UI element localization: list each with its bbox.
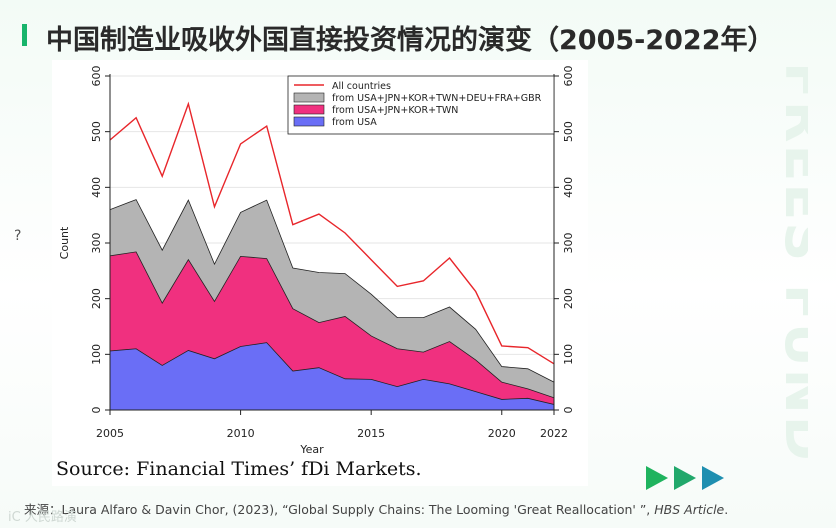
legend-swatch-area bbox=[293, 104, 325, 115]
footer-citation: 来源：Laura Alfaro & Davin Chor, (2023), “G… bbox=[24, 499, 728, 518]
question-mark: ? bbox=[14, 228, 22, 244]
x-axis-label: Year bbox=[299, 443, 324, 456]
y-axis-label: Count bbox=[58, 226, 71, 259]
chart: 0 0 100 100 200 200 300 300 400 400 500 500 600 600 20… bbox=[58, 66, 575, 457]
y-tick-label-left: 500 bbox=[90, 121, 103, 142]
x-tick-label: 2010 bbox=[227, 427, 255, 440]
legend-label: All countries bbox=[332, 81, 391, 92]
y-tick-label-left: 600 bbox=[90, 66, 103, 87]
arrow-icon-3 bbox=[702, 466, 724, 490]
line-layer bbox=[109, 101, 555, 365]
area-layer bbox=[109, 199, 555, 411]
y-tick-label-left: 300 bbox=[90, 233, 103, 254]
legend-label: from USA+JPN+KOR+TWN+DEU+FRA+GBR bbox=[332, 93, 542, 104]
arrow-icon-1 bbox=[646, 466, 668, 490]
arrow-icon-2 bbox=[674, 466, 696, 490]
legend-label: from USA+JPN+KOR+TWN bbox=[332, 105, 458, 116]
axis-layer: 0 0 100 100 200 200 300 300 400 400 500 500 600 600 20… bbox=[58, 66, 575, 457]
line-series-all-countries bbox=[109, 101, 555, 365]
watermark-text: FREES FUND bbox=[773, 62, 808, 463]
legend-label: from USA bbox=[332, 117, 377, 128]
x-tick-label: 2022 bbox=[540, 427, 568, 440]
next-arrows bbox=[646, 466, 724, 490]
y-tick-label-right: 400 bbox=[562, 177, 575, 198]
legend-swatch-area bbox=[293, 92, 325, 103]
y-tick-label-right: 0 bbox=[562, 407, 575, 414]
footer-journal: HBS Article bbox=[654, 502, 725, 517]
page-title: 中国制造业吸收外国直接投资情况的演变（2005-2022年） bbox=[46, 25, 775, 56]
y-tick-label-right: 100 bbox=[562, 344, 575, 365]
y-tick-label-right: 300 bbox=[562, 233, 575, 254]
legend-box bbox=[287, 75, 555, 135]
footer-end: . bbox=[724, 502, 729, 517]
y-tick-label-left: 100 bbox=[90, 344, 103, 365]
watermark: FREES FUND bbox=[773, 62, 808, 463]
chart-panel: 0 0 100 100 200 200 300 300 400 400 500 500 600 600 20… bbox=[52, 60, 588, 486]
footer-logo: iC 人民路演 bbox=[8, 510, 77, 525]
x-tick-label: 2020 bbox=[488, 427, 516, 440]
chart-source-note: Source: Financial Times’ fDi Markets. bbox=[56, 458, 422, 480]
title-accent-bar bbox=[22, 24, 27, 46]
x-tick-label: 2015 bbox=[357, 427, 385, 440]
y-tick-label-right: 200 bbox=[562, 288, 575, 309]
y-tick-label-right: 500 bbox=[562, 121, 575, 142]
y-tick-label-left: 200 bbox=[90, 288, 103, 309]
footer-prefix: 来源： bbox=[24, 502, 62, 517]
legend-swatch-area bbox=[293, 116, 325, 127]
footer-citation-text: Laura Alfaro & Davin Chor, (2023), “Glob… bbox=[61, 502, 651, 517]
y-tick-label-left: 0 bbox=[90, 407, 103, 414]
y-tick-label-right: 600 bbox=[562, 66, 575, 87]
x-tick-label: 2005 bbox=[96, 427, 124, 440]
area-series-3 bbox=[109, 342, 555, 411]
y-tick-label-left: 400 bbox=[90, 177, 103, 198]
